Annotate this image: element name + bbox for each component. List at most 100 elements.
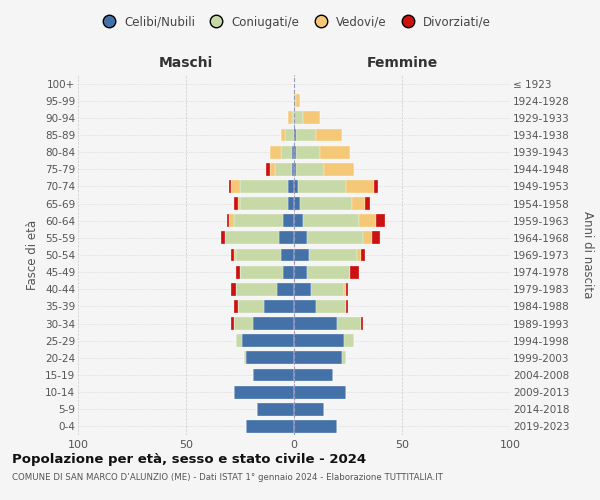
Bar	[361, 248, 365, 262]
Bar	[337, 317, 361, 330]
Bar	[311, 283, 344, 296]
Bar	[294, 368, 333, 382]
Bar	[294, 352, 341, 364]
Bar	[247, 352, 294, 364]
Bar	[309, 248, 356, 262]
Text: Femmine: Femmine	[367, 56, 437, 70]
Bar	[294, 403, 324, 415]
Y-axis label: Fasce di età: Fasce di età	[26, 220, 40, 290]
Bar	[221, 232, 225, 244]
Bar	[233, 317, 253, 330]
Bar	[374, 180, 378, 193]
Bar	[294, 94, 296, 107]
Bar	[257, 403, 294, 415]
Bar	[236, 248, 281, 262]
Bar	[232, 180, 240, 193]
Bar	[242, 334, 294, 347]
Bar	[294, 266, 307, 278]
Bar	[352, 197, 365, 210]
Bar	[344, 283, 346, 296]
Bar	[233, 386, 294, 398]
Bar	[286, 128, 294, 141]
Bar	[341, 352, 346, 364]
Bar	[225, 232, 279, 244]
Bar	[292, 146, 294, 158]
Bar	[294, 128, 296, 141]
Bar	[232, 248, 233, 262]
Bar	[294, 180, 298, 193]
Bar	[361, 317, 363, 330]
Bar	[316, 300, 346, 313]
Bar	[302, 112, 320, 124]
Bar	[365, 197, 370, 210]
Bar	[279, 232, 294, 244]
Bar	[346, 180, 374, 193]
Bar	[229, 180, 232, 193]
Y-axis label: Anni di nascita: Anni di nascita	[581, 212, 593, 298]
Bar	[296, 163, 324, 175]
Bar	[238, 300, 264, 313]
Bar	[238, 197, 240, 210]
Bar	[281, 248, 294, 262]
Bar	[283, 214, 294, 227]
Bar	[233, 197, 238, 210]
Bar	[281, 128, 286, 141]
Bar	[346, 300, 348, 313]
Bar	[346, 283, 348, 296]
Bar	[253, 317, 294, 330]
Bar	[233, 248, 236, 262]
Text: COMUNE DI SAN MARCO D’ALUNZIO (ME) - Dati ISTAT 1° gennaio 2024 - Elaborazione T: COMUNE DI SAN MARCO D’ALUNZIO (ME) - Dat…	[12, 472, 443, 482]
Bar	[316, 128, 341, 141]
Bar	[296, 94, 301, 107]
Bar	[324, 163, 355, 175]
Bar	[294, 420, 337, 433]
Bar	[320, 146, 350, 158]
Bar	[244, 352, 247, 364]
Bar	[301, 197, 352, 210]
Bar	[344, 334, 355, 347]
Bar	[287, 180, 294, 193]
Bar	[294, 317, 337, 330]
Bar	[229, 214, 233, 227]
Bar	[253, 368, 294, 382]
Bar	[240, 197, 287, 210]
Bar	[363, 232, 372, 244]
Bar	[236, 334, 242, 347]
Bar	[356, 248, 361, 262]
Bar	[270, 163, 275, 175]
Bar	[294, 163, 296, 175]
Bar	[283, 266, 294, 278]
Bar	[294, 197, 301, 210]
Bar	[294, 386, 346, 398]
Bar	[240, 266, 283, 278]
Bar	[275, 163, 292, 175]
Bar	[236, 283, 277, 296]
Bar	[302, 214, 359, 227]
Bar	[247, 420, 294, 433]
Bar	[294, 248, 309, 262]
Text: Maschi: Maschi	[159, 56, 213, 70]
Bar	[296, 146, 320, 158]
Bar	[359, 214, 376, 227]
Bar	[294, 334, 344, 347]
Bar	[298, 180, 346, 193]
Bar	[294, 112, 302, 124]
Bar	[281, 146, 292, 158]
Bar	[277, 283, 294, 296]
Bar	[270, 146, 281, 158]
Bar	[236, 266, 240, 278]
Text: Popolazione per età, sesso e stato civile - 2024: Popolazione per età, sesso e stato civil…	[12, 452, 366, 466]
Bar	[294, 146, 296, 158]
Bar	[372, 232, 380, 244]
Bar	[292, 163, 294, 175]
Bar	[294, 300, 316, 313]
Bar	[307, 266, 350, 278]
Bar	[376, 214, 385, 227]
Bar	[294, 283, 311, 296]
Bar	[294, 232, 307, 244]
Bar	[296, 128, 316, 141]
Bar	[294, 214, 302, 227]
Bar	[232, 283, 236, 296]
Bar	[287, 112, 292, 124]
Bar	[350, 266, 359, 278]
